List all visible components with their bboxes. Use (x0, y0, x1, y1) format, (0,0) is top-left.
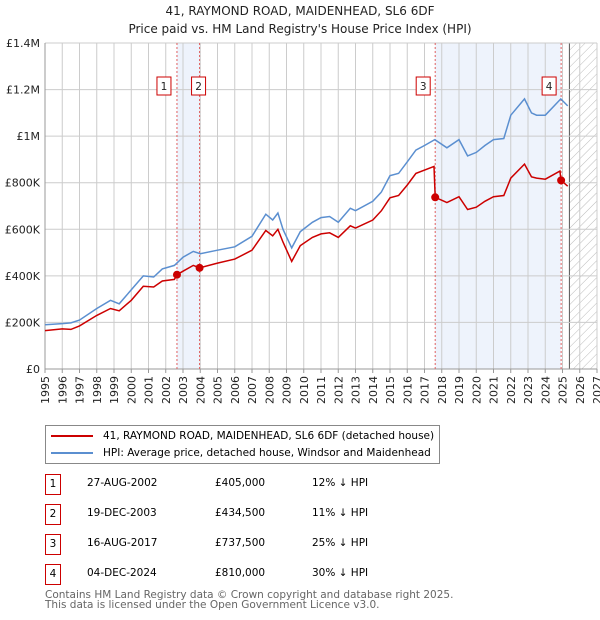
transaction-hpi-diff: 25% ↓ HPI (312, 537, 369, 549)
x-tick-label: 2027 (591, 376, 600, 404)
x-tick-label: 2009 (281, 376, 294, 404)
transaction-row: 4 04-DEC-2024 £810,000 30% ↓ HPI (45, 564, 445, 585)
sale-label-box (191, 76, 207, 96)
property-price-line (44, 162, 569, 332)
x-tick-label: 2003 (177, 376, 190, 404)
x-tick-label: 2017 (419, 376, 432, 404)
legend-label: HPI: Average price, detached house, Wind… (103, 447, 431, 459)
legend-label: 41, RAYMOND ROAD, MAIDENHEAD, SL6 6DF (d… (103, 430, 435, 442)
y-tick-label: £0 (26, 363, 40, 376)
price-chart: 41, RAYMOND ROAD, MAIDENHEAD, SL6 6DF Pr… (5, 4, 600, 404)
transaction-row: 1 27-AUG-2002 £405,000 12% ↓ HPI (45, 474, 445, 495)
x-tick-label: 2007 (246, 376, 259, 404)
transaction-number: 2 (45, 504, 61, 525)
x-tick-label: 2002 (160, 376, 173, 404)
x-tick-label: 1997 (74, 376, 87, 404)
sale-label-box (156, 76, 172, 96)
x-tick-label: 2000 (125, 376, 138, 404)
x-tick-label: 1998 (91, 376, 104, 404)
x-tick-label: 2023 (522, 376, 535, 404)
sale-point (172, 270, 181, 279)
sale-period-shade (435, 43, 562, 369)
x-tick-label: 2016 (401, 376, 414, 404)
legend-item-property: 41, RAYMOND ROAD, MAIDENHEAD, SL6 6DF (d… (51, 428, 434, 444)
transaction-row: 2 19-DEC-2003 £434,500 11% ↓ HPI (45, 504, 445, 525)
y-tick-label: £1.4M (6, 37, 40, 50)
transaction-price: £405,000 (215, 477, 266, 489)
x-tick-label: 2014 (367, 376, 380, 404)
x-tick-label: 2008 (263, 376, 276, 404)
x-tick-label: 2012 (332, 376, 345, 404)
legend-swatch-red (51, 435, 93, 437)
transaction-row: 3 16-AUG-2017 £737,500 25% ↓ HPI (45, 534, 445, 555)
transaction-date: 04-DEC-2024 (87, 567, 157, 579)
x-tick-label: 2026 (574, 376, 587, 404)
transaction-price: £434,500 (215, 507, 266, 519)
sale-point (557, 176, 566, 185)
transaction-hpi-diff: 30% ↓ HPI (312, 567, 369, 579)
x-tick-label: 2006 (229, 376, 242, 404)
transaction-hpi-diff: 11% ↓ HPI (312, 507, 369, 519)
legend: 41, RAYMOND ROAD, MAIDENHEAD, SL6 6DF (d… (45, 425, 440, 464)
y-tick-label: £800K (5, 177, 41, 190)
transaction-price: £810,000 (215, 567, 266, 579)
sale-label: 3 (420, 81, 427, 93)
transaction-date: 19-DEC-2003 (87, 507, 157, 519)
hpi-line (44, 97, 569, 326)
x-tick-label: 2015 (384, 376, 397, 404)
transaction-number: 4 (45, 564, 61, 585)
sale-label-box (541, 76, 557, 96)
x-tick-label: 2025 (557, 376, 570, 404)
x-tick-label: 2013 (350, 376, 363, 404)
transaction-date: 27-AUG-2002 (87, 477, 158, 489)
x-tick-label: 2024 (539, 376, 552, 404)
x-tick-label: 2010 (298, 376, 311, 404)
footer-copyright: Contains HM Land Registry data © Crown c… (45, 589, 454, 601)
chart-title: 41, RAYMOND ROAD, MAIDENHEAD, SL6 6DF (166, 4, 435, 18)
x-tick-label: 2005 (212, 376, 225, 404)
x-tick-label: 2018 (436, 376, 449, 404)
x-tick-label: 2022 (505, 376, 518, 404)
transaction-hpi-diff: 12% ↓ HPI (312, 477, 369, 489)
transaction-price: £737,500 (215, 537, 266, 549)
x-tick-label: 2001 (143, 376, 156, 404)
transaction-number: 1 (45, 474, 61, 495)
x-tick-label: 2004 (194, 376, 207, 404)
sale-label-box (415, 76, 431, 96)
sale-label: 2 (195, 81, 202, 93)
x-tick-label: 2020 (470, 376, 483, 404)
legend-item-hpi: HPI: Average price, detached house, Wind… (51, 445, 431, 461)
y-tick-label: £600K (5, 223, 41, 236)
sale-point (195, 263, 204, 272)
footer-licence: This data is licensed under the Open Gov… (45, 599, 380, 611)
y-tick-label: £200K (5, 316, 41, 329)
y-tick-label: £1M (17, 130, 41, 143)
x-tick-label: 1999 (108, 376, 121, 404)
y-tick-label: £400K (5, 270, 41, 283)
x-tick-label: 2019 (453, 376, 466, 404)
transaction-number: 3 (45, 534, 61, 555)
y-tick-label: £1.2M (6, 84, 40, 97)
legend-swatch-blue (51, 452, 93, 454)
chart-subtitle: Price paid vs. HM Land Registry's House … (128, 22, 471, 36)
sale-point (431, 193, 440, 202)
sale-label: 4 (546, 81, 553, 93)
x-tick-label: 1996 (56, 376, 69, 404)
x-tick-label: 2011 (315, 376, 328, 404)
transaction-date: 16-AUG-2017 (87, 537, 158, 549)
x-tick-label: 2021 (488, 376, 501, 404)
x-tick-label: 1995 (39, 376, 52, 404)
sale-label: 1 (161, 81, 168, 93)
forecast-hatch (569, 43, 597, 369)
